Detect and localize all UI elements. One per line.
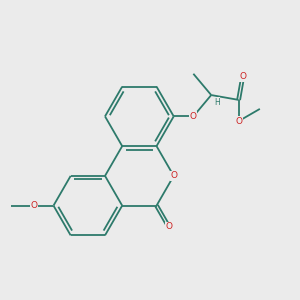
Text: O: O [239,72,246,81]
Text: O: O [170,171,177,180]
Text: O: O [165,222,172,231]
Text: O: O [235,117,242,126]
Text: O: O [190,112,197,121]
Text: H: H [214,98,220,107]
Text: O: O [30,201,38,210]
